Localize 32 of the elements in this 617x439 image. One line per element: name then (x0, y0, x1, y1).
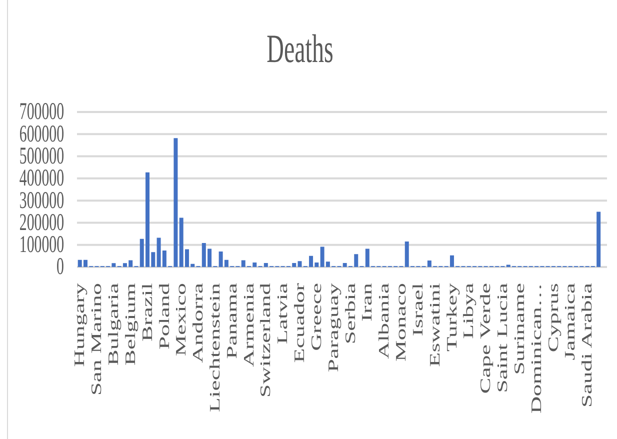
x-tick-label: Bulgaria (106, 282, 122, 366)
x-tick-label: Panama (224, 282, 240, 359)
x-tick-label: Paraguay (326, 282, 342, 372)
x-tick-label: Turkey (444, 282, 460, 352)
x-tick-label: Poland (156, 282, 172, 350)
x-tick-label: Cape Verde (478, 282, 494, 394)
x-tick-label: Iran (359, 282, 376, 322)
x-tick-label: Armenia (240, 282, 257, 367)
x-tick-label: Jamaica (562, 282, 578, 360)
x-tick-label: Hungary (72, 282, 88, 367)
x-tick-label: Libya (460, 282, 477, 339)
x-tick-label: Albania (376, 282, 392, 359)
x-tick-label: Suriname (512, 282, 528, 375)
x-tick-label: Brazil (139, 282, 156, 342)
x-tick-label: Monaco (393, 282, 410, 362)
x-tick-label: San Marino (88, 282, 105, 396)
chart-title: Deaths (266, 26, 334, 71)
x-tick-label: Dominican… (528, 283, 545, 414)
x-tick-label: Saint Lucia (494, 282, 511, 393)
x-tick-label: Israel (410, 282, 426, 336)
x-tick-label: Mexico (173, 282, 190, 356)
x-tick-label: Liechtenstein (207, 282, 224, 412)
x-tick-label: Greece (308, 282, 325, 351)
x-tick-label: Serbia (342, 282, 358, 344)
x-tick-label: Cyprus (545, 283, 562, 352)
x-tick-label: Saudi Arabia (579, 282, 596, 408)
x-tick-label: Belgium (122, 282, 139, 366)
x-tick-label: Ecuador (292, 282, 308, 363)
x-tick-label: Latvia (274, 282, 291, 344)
x-tick-label: Eswatini (427, 282, 444, 367)
x-tick-label: Andorra (190, 282, 206, 363)
x-tick-label: Switzerland (258, 282, 274, 398)
